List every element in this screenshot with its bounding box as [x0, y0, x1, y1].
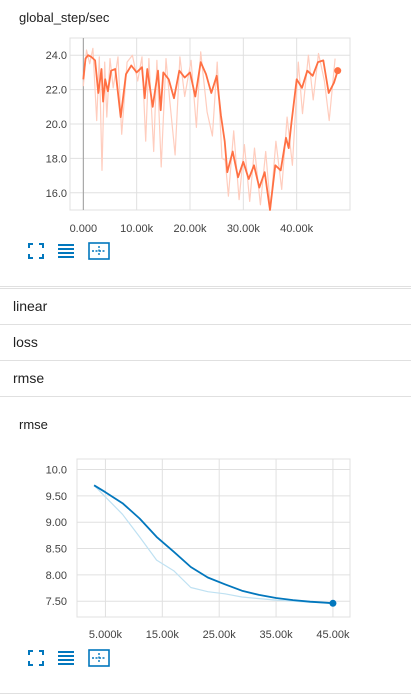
series-line-raw [82, 47, 336, 209]
x-tick-label: 0.000 [70, 223, 98, 235]
y-tick-label: 9.50 [46, 491, 67, 503]
chart-rmse: 10.0 9.50 9.00 8.50 8.00 7.50 5.000k 15.00k 25.0… [46, 458, 351, 641]
y-tick-label: 24.0 [46, 50, 67, 62]
y-tick-label: 8.00 [46, 570, 67, 582]
chart-toolbar [26, 648, 126, 668]
x-tick-label: 20.00k [173, 223, 207, 235]
x-tick-label: 5.000k [89, 629, 123, 641]
section-rmse[interactable]: rmse [0, 360, 411, 396]
fullscreen-icon[interactable] [26, 241, 46, 261]
x-tick-label: 45.00k [316, 629, 350, 641]
series-line-smoothed [93, 484, 333, 605]
chart-title-rmse: rmse [19, 417, 48, 432]
y-tick-label: 18.0 [46, 153, 67, 165]
plot-area [76, 458, 351, 618]
list-icon[interactable] [56, 648, 76, 668]
section-loss[interactable]: loss [0, 324, 411, 360]
divider [0, 286, 411, 287]
divider [0, 693, 411, 694]
y-tick-label: 16.0 [46, 188, 67, 200]
y-tick-label: 9.00 [46, 517, 67, 529]
x-tick-label: 40.00k [280, 223, 314, 235]
list-icon[interactable] [56, 241, 76, 261]
chart-toolbar [26, 241, 126, 261]
chart-global-step-sec: 24.0 22.0 20.0 18.0 16.0 0.000 10.00k 20.00k 30.… [46, 37, 351, 235]
x-tick-label: 25.00k [203, 629, 237, 641]
section-linear[interactable]: linear [0, 288, 411, 324]
series-last-point [329, 599, 337, 607]
y-tick-label: 22.0 [46, 85, 67, 97]
fit-domain-icon[interactable] [88, 241, 110, 261]
series-line-smoothed [82, 54, 339, 211]
x-tick-label: 35.00k [260, 629, 294, 641]
divider [0, 396, 411, 397]
fullscreen-icon[interactable] [26, 648, 46, 668]
x-tick-label: 30.00k [227, 223, 261, 235]
y-tick-label: 7.50 [46, 596, 67, 608]
y-tick-label: 8.50 [46, 544, 67, 556]
x-tick-label: 15.00k [146, 629, 180, 641]
fit-domain-icon[interactable] [88, 648, 110, 668]
series-last-point [334, 67, 342, 75]
y-tick-label: 20.0 [46, 119, 67, 131]
chart-title-global-step-sec: global_step/sec [19, 10, 110, 25]
x-tick-label: 10.00k [120, 223, 154, 235]
y-tick-label: 10.0 [46, 465, 67, 477]
series-line-raw [93, 484, 333, 604]
